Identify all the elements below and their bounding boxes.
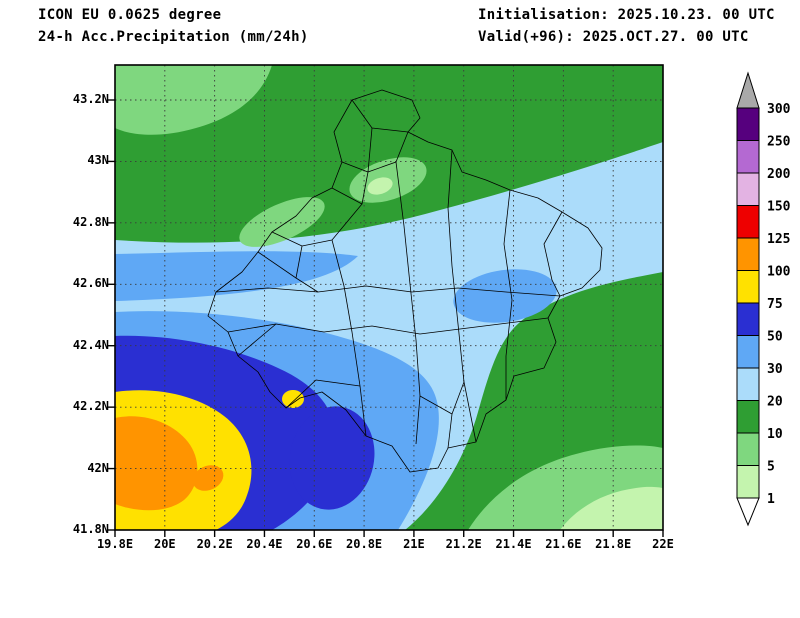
boundary-line	[395, 131, 409, 163]
colorbar-segment	[736, 270, 760, 304]
colorbar-label: 300	[767, 102, 791, 117]
colorbar-label: 250	[767, 135, 791, 150]
model-title: ICON EU 0.0625 degree	[38, 7, 222, 23]
y-tick-label: 42.6N	[72, 276, 109, 291]
y-tick-label: 42.4N	[72, 337, 109, 352]
y-tick-label: 41.8N	[72, 522, 109, 536]
boundary-line	[207, 89, 603, 473]
precip-region	[115, 65, 272, 135]
x-tick-label: 21E	[403, 537, 425, 551]
y-tick-label: 42.8N	[72, 214, 109, 229]
axis-ticks	[108, 99, 664, 537]
x-tick-label: 20.2E	[196, 537, 233, 551]
x-tick-label: 20.8E	[346, 537, 383, 551]
colorbar-label: 75	[767, 297, 783, 312]
colorbar-segment	[736, 302, 760, 336]
precip-region	[367, 177, 393, 195]
colorbar-segment	[736, 367, 760, 401]
precip-region	[560, 486, 663, 530]
colorbar-under-arrow	[736, 497, 760, 527]
map-frame	[114, 64, 664, 531]
boundary-line	[331, 239, 367, 437]
precip-region	[115, 416, 198, 511]
colorbar-label: 50	[767, 330, 783, 345]
colorbar-segment	[736, 465, 760, 499]
y-tick-label: 42N	[87, 460, 109, 475]
y-tick-label: 43.2N	[72, 92, 109, 106]
colorbar-segment	[736, 107, 760, 141]
colorbar-segment	[736, 205, 760, 239]
precip-region	[192, 465, 224, 491]
x-tick-label: 21.4E	[495, 537, 532, 551]
colorbar-label: 20	[767, 395, 783, 410]
x-tick-label: 20E	[153, 537, 176, 551]
precip-region	[239, 197, 325, 247]
boundary-line	[419, 395, 453, 415]
colorbar-label: 10	[767, 427, 783, 442]
colorbar-segment	[736, 400, 760, 434]
x-tick-label: 21.2E	[445, 537, 482, 551]
x-tick-label: 21.8E	[595, 537, 632, 551]
valid-time: Valid(+96): 2025.OCT.27. 00 UTC	[478, 29, 749, 45]
boundary-line	[215, 285, 561, 297]
colorbar-label: 100	[767, 265, 791, 280]
boundary-line	[367, 127, 373, 173]
y-tick-label: 43N	[87, 153, 109, 168]
boundary-line	[395, 161, 421, 445]
boundary-line	[503, 189, 513, 400]
x-tick-label: 19.8E	[96, 537, 134, 551]
colorbar: 300 250 200 150 125 100 75 50 30 20 10 5 1	[736, 71, 791, 527]
precip-region	[289, 406, 375, 510]
colorbar-over-arrow	[736, 71, 760, 109]
colorbar-label: 30	[767, 362, 783, 377]
x-tick-label: 21.6E	[545, 537, 582, 551]
boundary-line	[257, 251, 297, 279]
colorbar-label: 200	[767, 167, 791, 182]
colorbar-segment	[736, 335, 760, 369]
colorbar-label: 125	[767, 232, 790, 247]
colorbar-segment	[736, 172, 760, 206]
precip-region	[453, 269, 557, 323]
grid-lines	[115, 65, 663, 530]
colorbar-segment	[736, 432, 760, 466]
boundary-line	[271, 203, 363, 247]
colorbar-label: 150	[767, 200, 791, 215]
colorbar-label: 5	[767, 460, 775, 475]
precip-field	[115, 65, 663, 530]
admin-boundaries	[207, 89, 603, 473]
product-title: 24-h Acc.Precipitation (mm/24h)	[38, 29, 309, 45]
x-tick-label: 20.4E	[246, 537, 283, 551]
boundary-line	[285, 379, 361, 409]
boundary-line	[447, 149, 477, 443]
colorbar-label: 1	[767, 492, 775, 507]
x-tick-label: 20.6E	[296, 537, 333, 551]
precip-region	[282, 390, 304, 408]
y-tick-label: 42.2N	[72, 399, 109, 414]
colorbar-segment	[736, 237, 760, 271]
init-time: Initialisation: 2025.10.23. 00 UTC	[478, 7, 775, 23]
boundary-line	[237, 323, 277, 357]
x-tick-label: 22E	[652, 537, 674, 551]
colorbar-segment	[736, 140, 760, 174]
boundary-line	[543, 211, 563, 297]
